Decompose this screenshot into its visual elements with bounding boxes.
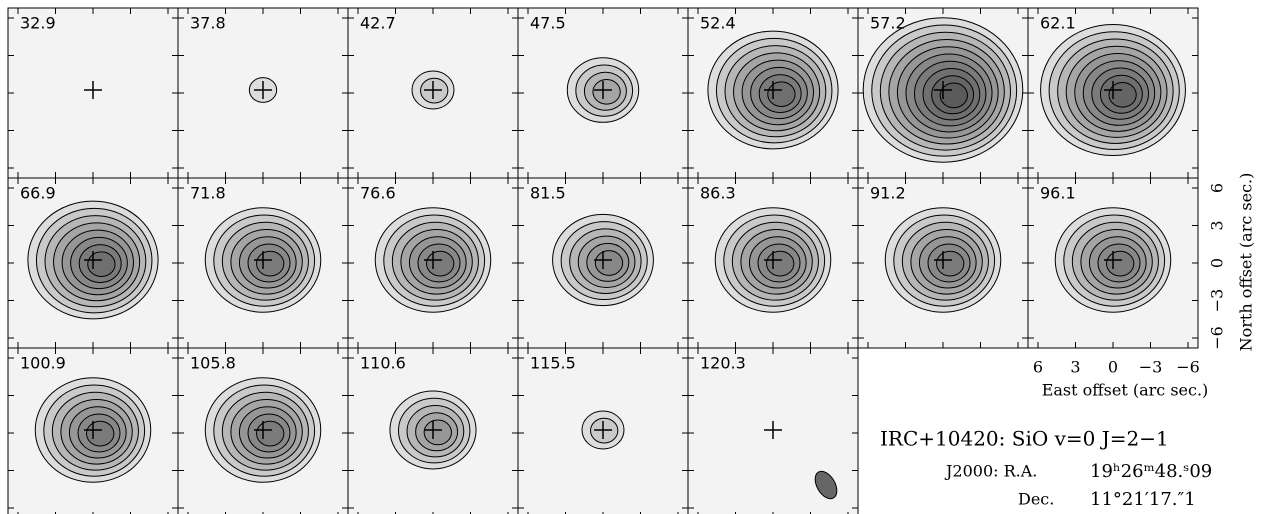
velocity-label: 110.6 xyxy=(360,354,406,373)
contour xyxy=(593,79,620,104)
contour xyxy=(940,83,967,108)
velocity-label: 37.8 xyxy=(190,14,226,33)
contour xyxy=(767,251,794,276)
velocity-label: 57.2 xyxy=(870,14,906,33)
velocity-label: 81.5 xyxy=(530,184,566,203)
velocity-label: 100.9 xyxy=(20,354,66,373)
contour xyxy=(768,82,795,107)
velocity-label: 71.8 xyxy=(190,184,226,203)
y-axis-label: North offset (arc sec.) xyxy=(1237,173,1256,352)
y-tick-label: −6 xyxy=(1208,326,1227,350)
velocity-label: 105.8 xyxy=(190,354,236,373)
contour xyxy=(257,421,284,446)
channel-map-figure: 32.9 37.8 42.7 47.5 52.4 57.2 62.1 66.9 71.8 76.6… xyxy=(0,0,1265,514)
velocity-label: 76.6 xyxy=(360,184,396,203)
velocity-label: 86.3 xyxy=(700,184,736,203)
velocity-label: 115.5 xyxy=(530,354,576,373)
velocity-label: 52.4 xyxy=(700,14,736,33)
x-tick-label: −6 xyxy=(1176,358,1200,377)
dec-label: Dec. xyxy=(1018,490,1054,509)
velocity-label: 66.9 xyxy=(20,184,56,203)
title: IRC+10420: SiO v=0 J=2−1 xyxy=(880,427,1169,451)
y-tick-label: 0 xyxy=(1208,258,1227,268)
contour xyxy=(257,251,284,276)
velocity-label: 91.2 xyxy=(870,184,906,203)
dec: 11°21′17.″1 xyxy=(1090,489,1196,510)
velocity-label: 120.3 xyxy=(700,354,746,373)
contour xyxy=(88,252,115,277)
x-tick-label: 6 xyxy=(1033,358,1043,377)
y-tick-label: 6 xyxy=(1208,183,1227,193)
contour xyxy=(1107,251,1134,276)
y-tick-label: −3 xyxy=(1208,289,1227,313)
ra: 19ʰ26ᵐ48.ˢ09 xyxy=(1090,461,1212,482)
contour xyxy=(87,421,114,446)
velocity-label: 96.1 xyxy=(1040,184,1076,203)
x-tick-label: −3 xyxy=(1139,358,1163,377)
contour xyxy=(937,251,964,276)
contour xyxy=(424,420,451,445)
y-tick-label: 3 xyxy=(1208,220,1227,230)
contour xyxy=(427,251,454,276)
velocity-label: 32.9 xyxy=(20,14,56,33)
velocity-label: 47.5 xyxy=(530,14,566,33)
x-tick-label: 0 xyxy=(1108,358,1118,377)
velocity-label: 62.1 xyxy=(1040,14,1076,33)
contour xyxy=(595,251,622,276)
velocity-label: 42.7 xyxy=(360,14,396,33)
x-tick-label: 3 xyxy=(1070,358,1080,377)
x-axis-label: East offset (arc sec.) xyxy=(1042,381,1209,400)
ra-label: J2000: R.A. xyxy=(944,462,1037,481)
